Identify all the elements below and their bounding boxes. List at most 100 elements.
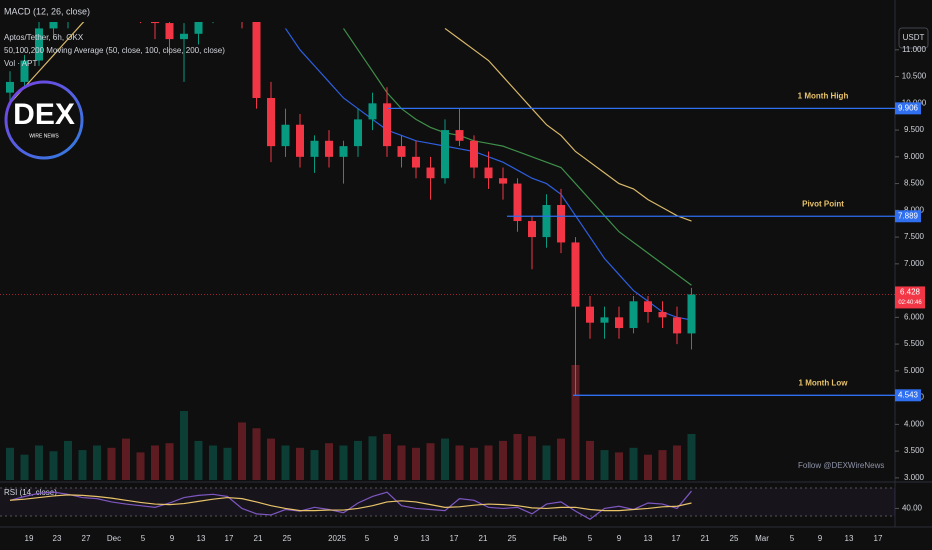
candle-body: [441, 130, 449, 179]
volume-bar: [397, 445, 406, 480]
rsi-ma-line: [9, 494, 692, 512]
candle-body: [325, 140, 333, 157]
x-tick-label: 5: [588, 534, 593, 543]
candle-body: [629, 301, 638, 329]
candle-body: [6, 81, 14, 93]
level-price-box: [895, 102, 921, 115]
level-price: 4.543: [898, 390, 919, 399]
y-tick-label: 11.000: [902, 45, 926, 54]
volume-bar: [267, 438, 275, 480]
x-tick-label: 13: [644, 534, 653, 543]
x-tick-label: Feb: [553, 534, 567, 543]
x-tick-label: 13: [421, 534, 430, 543]
rsi-line: [9, 490, 692, 521]
volume-bar: [194, 440, 203, 480]
level-price-box: [895, 389, 921, 402]
candle-body: [383, 103, 391, 147]
candle-body: [296, 124, 304, 157]
volume-bar: [93, 445, 101, 480]
volume-bar: [180, 411, 188, 480]
x-tick-label: 17: [450, 534, 459, 543]
x-tick-label: 21: [479, 534, 488, 543]
volume-bar: [673, 445, 681, 480]
candle-body: [180, 33, 188, 40]
candle-body: [644, 301, 652, 312]
y-tick-label: 7.500: [904, 232, 925, 241]
rsi-tick-label: 40.00: [902, 504, 923, 513]
chart-title: Aptos/Tether, 6h, OKX: [4, 33, 84, 42]
volume-bar: [644, 454, 652, 480]
volume-bar: [122, 438, 130, 480]
logo-subtext: WIRE NEWS: [29, 133, 59, 139]
volume-bar: [470, 447, 478, 480]
volume-bar: [78, 450, 87, 480]
volume-bar: [658, 450, 667, 480]
x-tick-label: 21: [701, 534, 710, 543]
y-tick-label: 6.000: [904, 312, 925, 321]
candle-body: [499, 178, 507, 184]
x-tick-label: 5: [141, 534, 146, 543]
volume-bar: [383, 434, 391, 480]
candle-body: [470, 140, 478, 168]
candle-body: [586, 306, 594, 323]
countdown: 02:40:46: [898, 300, 922, 306]
x-tick-label: 25: [730, 534, 739, 543]
volume-bar: [310, 450, 319, 480]
volume-bar: [484, 445, 493, 480]
y-tick-label: 5.000: [904, 366, 925, 375]
candle-body: [281, 124, 290, 147]
x-tick-label: 25: [508, 534, 517, 543]
volume-bar: [557, 438, 565, 480]
candle-body: [49, 22, 58, 29]
candle-body: [252, 22, 261, 98]
currency[interactable]: USDT: [903, 33, 925, 42]
volume-bar: [296, 447, 304, 480]
volume-bar: [513, 434, 522, 480]
volume-bar: [441, 438, 449, 480]
candle-body: [339, 146, 348, 157]
rsi-band: [0, 488, 895, 516]
logo-ring: [4, 80, 84, 160]
ma-legend: 50,100,200 Moving Average (50, close, 10…: [4, 46, 225, 55]
watermark: Follow @DEXWireNews: [798, 461, 884, 470]
candle-body: [267, 97, 275, 147]
candle-body: [368, 103, 377, 120]
x-tick-label: 17: [225, 534, 234, 543]
x-tick-label: 17: [672, 534, 681, 543]
volume-bar: [20, 454, 29, 480]
logo-text: DEX: [13, 98, 75, 131]
candle-body: [354, 119, 362, 147]
x-tick-label: Dec: [107, 534, 121, 543]
volume-bar: [252, 428, 261, 480]
volume-bar: [325, 443, 333, 480]
volume-bar: [412, 447, 420, 480]
candle-body: [600, 317, 609, 323]
x-tick-label: 17: [874, 534, 883, 543]
last-price: 6.428: [900, 288, 921, 297]
y-tick-label: 3.000: [904, 473, 925, 482]
candle-body: [20, 60, 29, 82]
y-tick-label: 4.000: [904, 419, 925, 428]
y-tick-label: 3.500: [904, 446, 925, 455]
currency-box[interactable]: [898, 27, 929, 49]
volume-bar: [615, 452, 623, 480]
volume-bar: [455, 445, 464, 480]
x-tick-label: 9: [818, 534, 823, 543]
candle-body: [484, 167, 493, 179]
y-tick-label: 9.000: [904, 152, 925, 161]
y-tick-label: 9.500: [904, 125, 925, 134]
x-tick-label: 9: [394, 534, 399, 543]
candle-body: [455, 130, 464, 141]
x-tick-label: 19: [25, 534, 34, 543]
volume-bar: [499, 440, 507, 480]
x-tick-label: 2025: [328, 534, 346, 543]
volume-bar: [629, 447, 638, 480]
level-price-box: [895, 210, 921, 223]
volume-bar: [600, 450, 609, 480]
x-tick-label: Mar: [755, 534, 769, 543]
y-tick-label: 7.000: [904, 259, 925, 268]
candle-body: [571, 242, 580, 307]
volume-bar: [426, 443, 435, 480]
volume-bar: [209, 445, 217, 480]
candle-body: [513, 183, 522, 222]
